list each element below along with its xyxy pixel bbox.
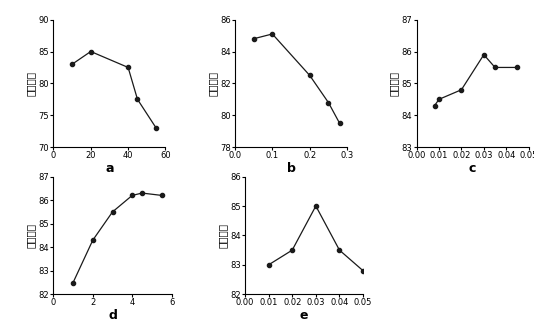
Y-axis label: 感官评分: 感官评分 bbox=[389, 71, 399, 96]
Y-axis label: 感官评分: 感官评分 bbox=[26, 71, 36, 96]
Y-axis label: 感官评分: 感官评分 bbox=[26, 223, 36, 248]
Y-axis label: 感官评分: 感官评分 bbox=[207, 71, 217, 96]
X-axis label: c: c bbox=[469, 162, 476, 175]
X-axis label: e: e bbox=[300, 309, 308, 322]
X-axis label: a: a bbox=[105, 162, 114, 175]
X-axis label: d: d bbox=[108, 309, 117, 322]
X-axis label: b: b bbox=[287, 162, 295, 175]
Y-axis label: 感官评分: 感官评分 bbox=[217, 223, 227, 248]
